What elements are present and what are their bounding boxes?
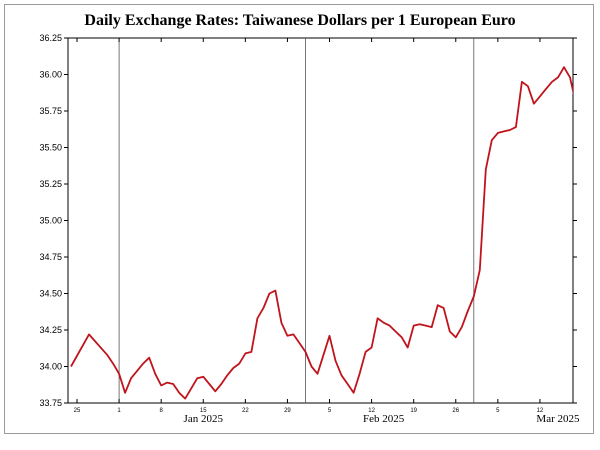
y-tick-label: 34.75: [39, 252, 62, 262]
x-tick-label: 15: [200, 408, 207, 414]
x-tick-label: 8: [160, 408, 164, 414]
x-tick-label: 29: [284, 408, 291, 414]
y-tick-label: 36.00: [39, 70, 62, 80]
y-tick-label: 34.50: [39, 289, 62, 299]
y-tick-label: 35.75: [39, 106, 62, 116]
month-label: Feb 2025: [363, 413, 405, 425]
y-axis: 33.75 34.00 34.25 34.50 34.75 35.00 35.25 35.50…: [39, 33, 577, 408]
month-labels: Jan 2025 Feb 2025 Mar 2025: [184, 413, 580, 425]
y-tick-label: 34.25: [39, 325, 62, 335]
x-tick-label: 12: [368, 408, 375, 414]
y-tick-label: 35.50: [39, 143, 62, 153]
series-layer: [70, 66, 573, 400]
x-tick-label: 1: [117, 408, 121, 414]
x-tick-label: 5: [496, 408, 500, 414]
month-label: Jan 2025: [184, 413, 224, 425]
grid-layer: [118, 38, 475, 403]
chart-frame: [4, 4, 594, 434]
y-tick-label: 35.25: [39, 179, 62, 189]
chart-title: Daily Exchange Rates: Taiwanese Dollars …: [84, 12, 516, 29]
y-tick-label: 33.75: [39, 398, 62, 408]
x-tick-label: 25: [74, 408, 81, 414]
x-tick-label: 12: [537, 408, 544, 414]
y-tick-label: 34.00: [39, 362, 62, 372]
y-tick-label: 36.25: [39, 33, 62, 43]
y-tick-label: 35.00: [39, 216, 62, 226]
plot-area: [67, 37, 574, 404]
x-tick-label: 22: [242, 408, 249, 414]
month-label: Mar 2025: [536, 413, 580, 425]
x-tick-label: 5: [328, 408, 332, 414]
x-tick-label: 19: [410, 408, 417, 414]
x-tick-label: 26: [452, 408, 459, 414]
x-axis: 25 1 8 15 22 29 5 12 19 26 5 12: [74, 38, 544, 414]
series-line: [70, 66, 573, 400]
